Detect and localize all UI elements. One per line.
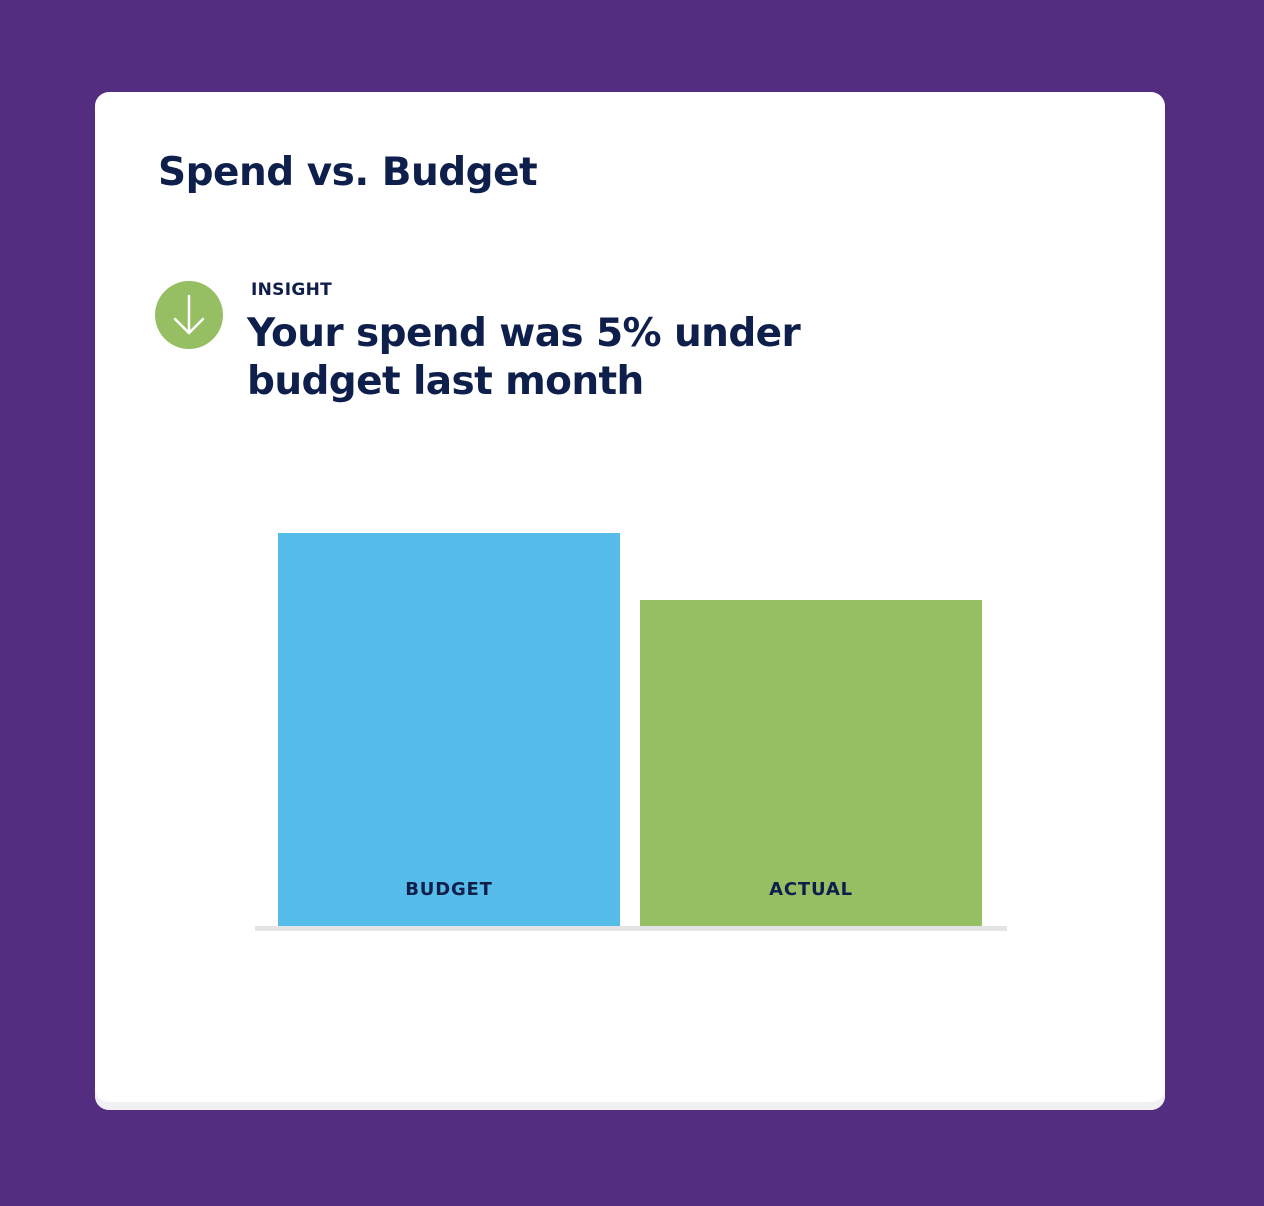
spend-vs-budget-card: Spend vs. Budget INSIGHT Your spend was … bbox=[95, 92, 1165, 1110]
budget-bar: BUDGET bbox=[278, 533, 620, 926]
budget-bar-label: BUDGET bbox=[405, 879, 493, 900]
actual-bar: ACTUAL bbox=[640, 600, 982, 926]
actual-bar-label: ACTUAL bbox=[769, 879, 853, 900]
insight-text: Your spend was 5% under budget last mont… bbox=[247, 311, 801, 404]
insight-label: INSIGHT bbox=[251, 280, 332, 300]
card-title: Spend vs. Budget bbox=[158, 150, 538, 195]
arrow-down-icon bbox=[155, 281, 223, 349]
chart-baseline bbox=[255, 926, 1007, 931]
bar-chart: BUDGET ACTUAL bbox=[255, 492, 1007, 932]
